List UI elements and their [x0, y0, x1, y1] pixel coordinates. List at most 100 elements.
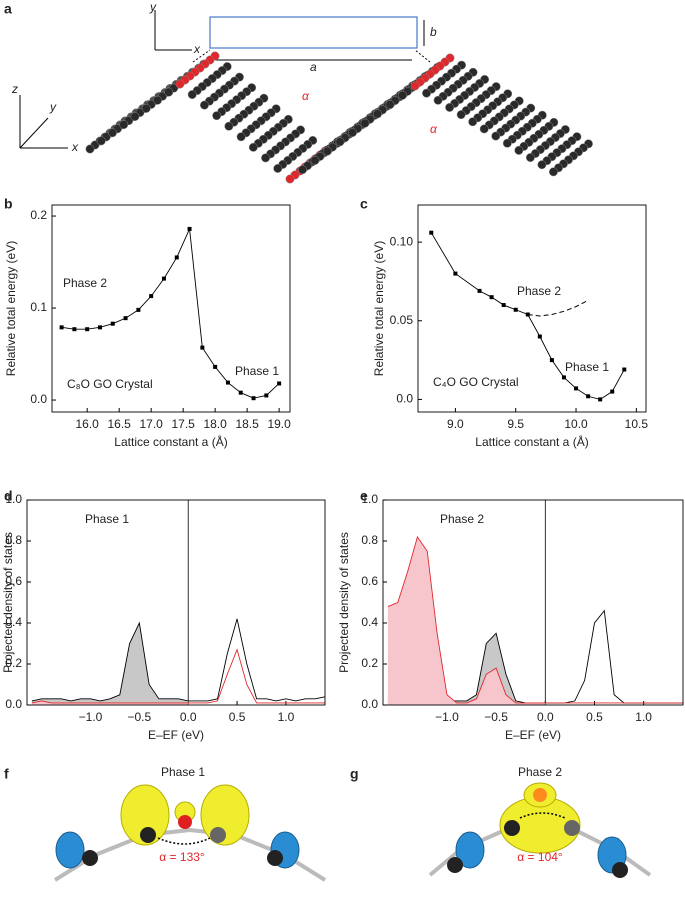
panel-label: d: [4, 488, 13, 504]
atom: [298, 165, 307, 175]
x-tick-label: 19.0: [267, 417, 291, 431]
plot-frame: [382, 499, 684, 706]
y-axis-label: Projected density of states: [337, 532, 351, 673]
x-axis-label: E–EF (eV): [505, 728, 561, 742]
marker: [187, 226, 192, 231]
atom: [141, 103, 151, 113]
atom: [433, 95, 443, 105]
annotation: Phase 2: [517, 284, 561, 298]
y-tick-label: 0.0: [396, 392, 413, 406]
axis-label: y: [49, 100, 57, 114]
annotation: Phase 2: [63, 276, 107, 290]
y-tick-label: 0.8: [361, 533, 378, 547]
line: [387, 535, 683, 704]
atom: [549, 167, 558, 177]
marker: [501, 303, 506, 308]
atom: [178, 815, 192, 829]
atom: [310, 155, 320, 165]
y-tick-label: 0.05: [390, 313, 414, 327]
lobe: [455, 831, 485, 869]
marker: [477, 288, 482, 293]
axis-arrow: [19, 117, 49, 149]
atom: [335, 137, 345, 147]
marker: [586, 394, 591, 399]
atom: [187, 90, 197, 100]
y-axis-label: Relative total energy (eV): [372, 241, 386, 376]
line: [61, 227, 280, 399]
line: [31, 648, 325, 704]
marker: [622, 367, 627, 372]
y-axis-label: Relative total energy (eV): [4, 241, 18, 376]
marker: [97, 325, 102, 330]
y-tick-label: 0.0: [361, 697, 378, 711]
y-tick-label: 0.2: [30, 208, 47, 222]
x-axis-label: E–EF (eV): [148, 728, 204, 742]
atom: [445, 103, 455, 112]
occupied-fill: [387, 633, 546, 705]
atom: [96, 136, 106, 146]
atom: [285, 174, 295, 184]
x-tick-label: 9.0: [447, 417, 464, 431]
line: [527, 299, 589, 317]
atom: [175, 79, 185, 89]
orbital-f: [53, 784, 330, 882]
annotation: Phase 1: [85, 512, 129, 526]
angle-label: α: [302, 89, 310, 103]
marker: [149, 294, 154, 299]
x-tick-label: 0.5: [229, 710, 246, 724]
marker: [59, 325, 64, 330]
x-tick-label: 17.5: [171, 417, 195, 431]
x-tick-label: −0.5: [484, 710, 508, 724]
atom: [468, 117, 478, 127]
atom: [130, 112, 140, 121]
y-tick-label: 0.1: [30, 300, 47, 314]
x-tick-label: 16.0: [76, 417, 100, 431]
atom: [323, 146, 332, 156]
atom: [525, 153, 535, 162]
annotation: Phase 2: [440, 512, 484, 526]
marker: [225, 380, 230, 385]
marker: [277, 381, 282, 386]
atom: [261, 153, 271, 163]
plot-frame: [417, 204, 647, 413]
annotation: C₄O GO Crystal: [433, 375, 519, 389]
marker: [561, 375, 566, 380]
marker: [429, 230, 434, 235]
graphene-sheet: [85, 51, 593, 184]
x-tick-label: 9.5: [507, 417, 524, 431]
atom: [491, 131, 501, 141]
marker: [549, 358, 554, 363]
line: [31, 618, 326, 702]
x-axis-label: Lattice constant a (Å): [114, 434, 227, 449]
y-tick-label: 0.4: [5, 615, 22, 629]
x-axis-label: Lattice constant a (Å): [475, 434, 588, 449]
plot-frame: [51, 204, 291, 413]
atom: [224, 121, 234, 131]
marker: [136, 307, 141, 312]
atom: [236, 132, 246, 142]
atom: [447, 857, 463, 873]
atom: [373, 109, 382, 119]
marker: [513, 307, 518, 312]
atom: [533, 788, 547, 802]
x-tick-label: 10.0: [564, 417, 588, 431]
angle-label: α: [430, 122, 438, 136]
lobe: [120, 784, 170, 846]
annotation: C₈O GO Crystal: [67, 377, 153, 391]
chart: −1.0 −0.5 0.0 0.5 1.0 0.0 0.2 0.4 0.6 0.8 1.0 E–EF …: [337, 492, 684, 742]
marker: [610, 389, 615, 394]
axis-label: x: [71, 140, 79, 154]
x-tick-label: −1.0: [435, 710, 459, 724]
axis-label: y: [149, 0, 157, 14]
marker: [200, 345, 205, 350]
lobe: [55, 831, 85, 869]
y-tick-label: 0.8: [5, 533, 22, 547]
atom: [164, 87, 174, 97]
y-tick-label: 0.0: [5, 697, 22, 711]
x-tick-label: −0.5: [128, 710, 152, 724]
atom: [504, 820, 520, 836]
atom: [210, 827, 226, 843]
atom: [82, 850, 98, 866]
